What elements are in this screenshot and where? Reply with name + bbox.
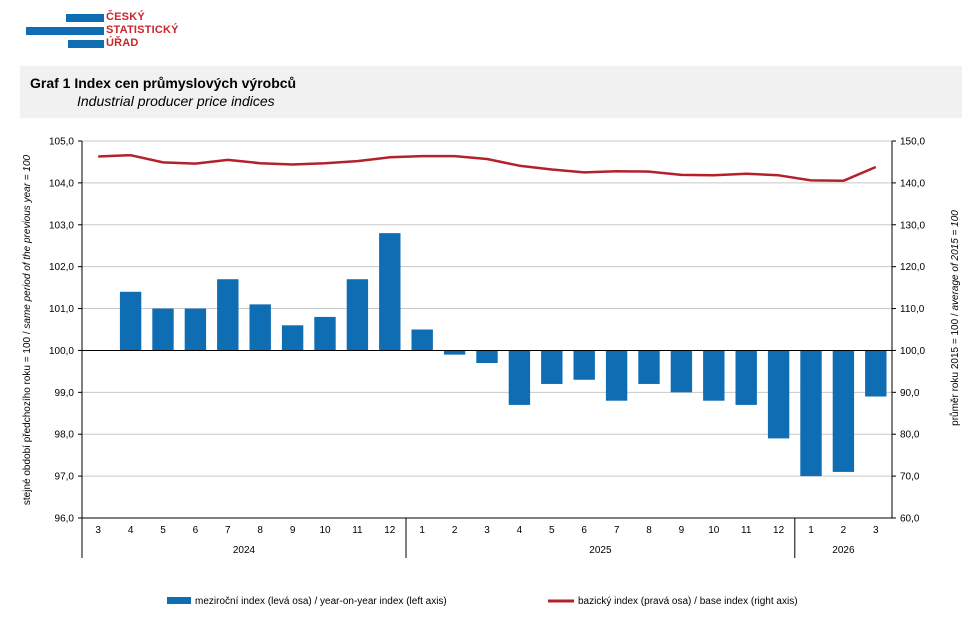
right-axis-label: průměr roku 2015 = 100 / average of 2015… [949, 210, 961, 426]
x-tick-label: 8 [646, 525, 652, 536]
left-tick-label: 104,0 [49, 178, 74, 189]
right-tick-label: 140,0 [900, 178, 925, 189]
left-tick-label: 102,0 [49, 262, 74, 273]
x-tick-label: 4 [517, 525, 523, 536]
bar [379, 233, 401, 351]
left-tick-label: 96,0 [55, 514, 75, 525]
chart-subtitle: Industrial producer price indices [77, 93, 275, 109]
logo-bar-bottom [68, 40, 104, 48]
logo-bar-top [66, 14, 104, 22]
x-tick-label: 4 [128, 525, 134, 536]
right-tick-label: 120,0 [900, 262, 925, 273]
bar [573, 350, 595, 380]
bar [476, 350, 498, 364]
x-tick-label: 9 [290, 525, 296, 536]
bar-series [119, 233, 887, 477]
x-tick-label: 5 [160, 525, 166, 536]
csu-logo: ČESKÝ STATISTICKÝ ÚŘAD [26, 10, 206, 54]
bar [703, 350, 725, 401]
x-tick-label: 3 [484, 525, 490, 536]
x-tick-label: 3 [95, 525, 101, 536]
x-tick-label: 8 [257, 525, 263, 536]
bar [346, 279, 369, 351]
bar [735, 350, 757, 405]
right-tick-label: 150,0 [900, 137, 925, 148]
logo-text-line3: ÚŘAD [106, 37, 139, 49]
x-tick-label: 7 [225, 525, 231, 536]
bar [541, 350, 563, 384]
left-tick-label: 97,0 [55, 472, 75, 483]
right-tick-label: 100,0 [900, 346, 925, 357]
base-index-line [98, 153, 877, 183]
x-tick-label: 11 [352, 525, 363, 536]
x-tick-label: 10 [708, 525, 720, 536]
x-tick-label: 2 [452, 525, 458, 536]
bar [249, 304, 271, 351]
bar [670, 350, 693, 393]
left-axis-label: stejné období předchozího roku = 100 / s… [22, 154, 33, 505]
bar [800, 350, 822, 477]
right-tick-label: 80,0 [900, 430, 920, 441]
x-tick-label: 7 [614, 525, 620, 536]
x-tick-label: 5 [549, 525, 555, 536]
right-tick-label: 60,0 [900, 514, 920, 525]
year-label: 2024 [233, 545, 256, 556]
x-tick-label: 10 [319, 525, 331, 536]
bar [638, 350, 660, 384]
right-tick-label: 130,0 [900, 220, 925, 231]
logo-bar-middle [26, 27, 104, 35]
right-tick-label: 90,0 [900, 388, 920, 399]
legend-bar-label: meziroční index (levá osa) / year-on-yea… [195, 596, 447, 607]
bar [217, 279, 239, 351]
x-tick-label: 12 [773, 525, 785, 536]
bar [184, 308, 207, 351]
left-axis-ticks: 105,0 104,0 103,0 102,0 101,0 100,0 99,0 98,0 97… [49, 137, 74, 525]
bar [152, 308, 174, 351]
bar [443, 350, 466, 355]
chart-header: Graf 1 Index cen průmyslových výrobců In… [20, 66, 962, 118]
left-tick-label: 99,0 [55, 388, 75, 399]
axes [78, 140, 896, 558]
left-tick-label: 103,0 [49, 220, 74, 231]
left-tick-label: 105,0 [49, 137, 74, 148]
left-tick-label: 98,0 [55, 430, 75, 441]
bar [281, 325, 304, 351]
x-tick-label: 1 [808, 525, 814, 536]
left-tick-label: 101,0 [49, 304, 74, 315]
logo-text-line2: STATISTICKÝ [106, 24, 179, 36]
legend-line-label: bazický index (pravá osa) / base index (… [578, 596, 798, 607]
bar [411, 329, 433, 351]
left-tick-label: 100,0 [49, 346, 74, 357]
x-tick-label: 6 [581, 525, 587, 536]
x-tick-label: 9 [679, 525, 685, 536]
logo-text-line1: ČESKÝ [106, 11, 145, 23]
right-tick-label: 70,0 [900, 472, 920, 483]
chart-title: Graf 1 Index cen průmyslových výrobců [30, 75, 297, 91]
year-label: 2025 [589, 545, 612, 556]
x-tick-label: 2 [841, 525, 847, 536]
bar [605, 350, 628, 401]
bar [832, 350, 855, 472]
bar [314, 316, 336, 351]
x-tick-label: 3 [873, 525, 879, 536]
bar [119, 291, 142, 351]
right-axis-ticks: 150,0 140,0 130,0 120,0 110,0 100,0 90,0 80,0 70… [900, 137, 925, 525]
x-tick-label: 12 [384, 525, 396, 536]
x-tick-label: 11 [741, 525, 752, 536]
bar [508, 350, 531, 405]
x-tick-label: 6 [193, 525, 199, 536]
x-tick-label: 1 [419, 525, 425, 536]
legend-bar-swatch [167, 597, 191, 604]
right-tick-label: 110,0 [900, 304, 925, 315]
legend: meziroční index (levá osa) / year-on-yea… [167, 596, 798, 607]
bar [767, 350, 790, 439]
year-label: 2026 [832, 545, 855, 556]
line-series [98, 153, 877, 183]
bar [865, 350, 887, 397]
